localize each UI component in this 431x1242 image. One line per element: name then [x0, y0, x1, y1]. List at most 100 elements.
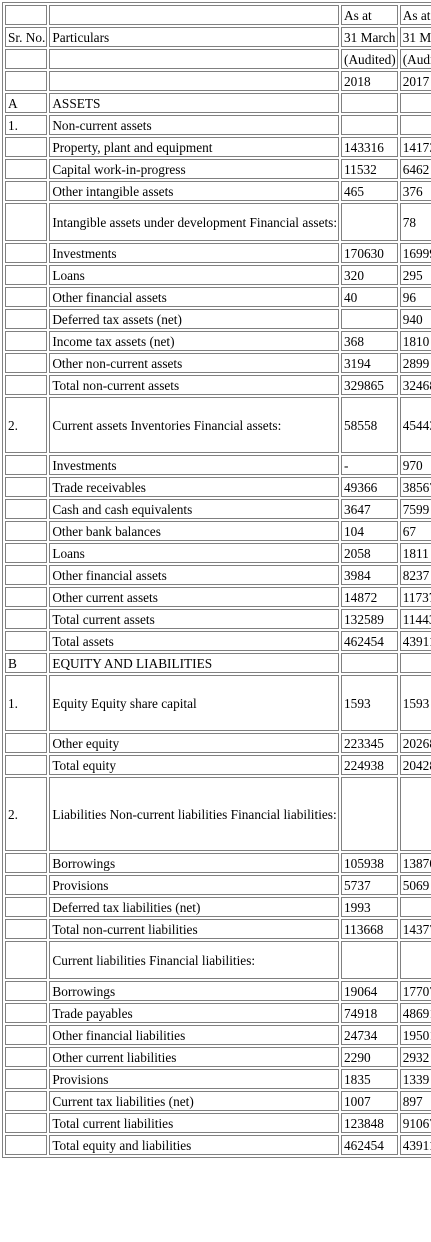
value-2018-cell	[341, 941, 398, 979]
particulars-cell: Trade payables	[49, 1003, 340, 1023]
value-2017-cell: 1811	[399, 543, 431, 563]
sr-no-cell	[5, 1091, 48, 1111]
value-2018-cell: 2058	[341, 543, 398, 563]
value-2018-cell	[341, 203, 398, 241]
value-2017-cell: 1593	[399, 675, 431, 731]
table-row: Current liabilities Financial liabilitie…	[5, 941, 431, 979]
value-2017-cell: 31 March	[399, 27, 431, 47]
value-2018-cell: (Audited)	[341, 49, 398, 69]
value-2018-cell: 143316	[341, 137, 398, 157]
particulars-cell: Deferred tax assets (net)	[49, 309, 340, 329]
particulars-cell: Loans	[49, 265, 340, 285]
header-row: 2018 2017	[5, 71, 431, 91]
particulars-cell: Capital work-in-progress	[49, 159, 340, 179]
sr-no-cell	[5, 565, 48, 585]
value-2018-cell: 1007	[341, 1091, 398, 1111]
sr-no-cell	[5, 265, 48, 285]
value-2017-cell: 11737	[399, 587, 431, 607]
value-2017-cell: 7599	[399, 499, 431, 519]
value-2017-cell: 114431	[399, 609, 431, 629]
value-2018-cell: 170630	[341, 243, 398, 263]
sr-no-cell: Sr. No.	[5, 27, 48, 47]
value-2017-cell: As at	[399, 5, 431, 25]
table-row: Other non-current assets 3194 2899	[5, 353, 431, 373]
value-2017-cell: 940	[399, 309, 431, 329]
value-2018-cell: 2018	[341, 71, 398, 91]
sr-no-cell	[5, 1025, 48, 1045]
particulars-cell: Borrowings	[49, 853, 340, 873]
sr-no-cell	[5, 587, 48, 607]
value-2017-cell: 96	[399, 287, 431, 307]
particulars-cell: Current liabilities Financial liabilitie…	[49, 941, 340, 979]
value-2017-cell: 2899	[399, 353, 431, 373]
table-row: 1. Equity Equity share capital 1593 1593	[5, 675, 431, 731]
table-row: Loans 320 295	[5, 265, 431, 285]
particulars-cell: Income tax assets (net)	[49, 331, 340, 351]
sr-no-cell	[5, 243, 48, 263]
particulars-cell: Other current liabilities	[49, 1047, 340, 1067]
sr-no-cell	[5, 455, 48, 475]
sr-no-cell	[5, 181, 48, 201]
table-row: Deferred tax assets (net) 940	[5, 309, 431, 329]
sr-no-cell: 1.	[5, 115, 48, 135]
value-2017-cell	[399, 941, 431, 979]
table-row: Total current assets132589114431	[5, 609, 431, 629]
table-row: Capital work-in-progress 11532 6462	[5, 159, 431, 179]
value-2018-cell	[341, 777, 398, 851]
sr-no-cell	[5, 981, 48, 1001]
table-row: Intangible assets under development Fina…	[5, 203, 431, 241]
header-row: (Audited)(Audited)	[5, 49, 431, 69]
sr-no-cell	[5, 631, 48, 651]
value-2017-cell: 17707	[399, 981, 431, 1001]
value-2018-cell: 132589	[341, 609, 398, 629]
particulars-cell: Total equity and liabilities	[49, 1135, 340, 1155]
table-row: Total equity224938204281	[5, 755, 431, 775]
sr-no-cell	[5, 755, 48, 775]
particulars-cell: Total assets	[49, 631, 340, 651]
value-2017-cell: 1810	[399, 331, 431, 351]
sr-no-cell	[5, 941, 48, 979]
sr-no-cell	[5, 1003, 48, 1023]
value-2018-cell: 49366	[341, 477, 398, 497]
value-2018-cell: 462454	[341, 1135, 398, 1155]
particulars-cell: Borrowings	[49, 981, 340, 1001]
table-row: 2. Current assets Inventories Financial a…	[5, 397, 431, 453]
sr-no-cell: 2.	[5, 777, 48, 851]
header-row: As at As at	[5, 5, 431, 25]
value-2018-cell	[341, 115, 398, 135]
sr-no-cell	[5, 853, 48, 873]
balance-sheet-body: As at As at Sr. No. Particulars 31 March 31 M…	[5, 5, 431, 1155]
particulars-cell: Loans	[49, 543, 340, 563]
value-2018-cell: 1835	[341, 1069, 398, 1089]
value-2017-cell: 38567	[399, 477, 431, 497]
value-2018-cell: 329865	[341, 375, 398, 395]
value-2018-cell: 14872	[341, 587, 398, 607]
table-row: Trade receivables4936638567	[5, 477, 431, 497]
table-row: Total equity and liabilities462454439119	[5, 1135, 431, 1155]
value-2017-cell	[399, 93, 431, 113]
value-2017-cell: 6462	[399, 159, 431, 179]
particulars-cell: ASSETS	[49, 93, 340, 113]
value-2017-cell: 78	[399, 203, 431, 241]
value-2018-cell: 3647	[341, 499, 398, 519]
value-2017-cell: 2017	[399, 71, 431, 91]
value-2018-cell: 368	[341, 331, 398, 351]
particulars-cell	[49, 5, 340, 25]
value-2017-cell	[399, 115, 431, 135]
value-2017-cell: 5069	[399, 875, 431, 895]
value-2018-cell: 1993	[341, 897, 398, 917]
particulars-cell: Equity Equity share capital	[49, 675, 340, 731]
particulars-cell: Investments	[49, 243, 340, 263]
particulars-cell: EQUITY AND LIABILITIES	[49, 653, 340, 673]
balance-sheet-table: As at As at Sr. No. Particulars 31 March 31 M…	[2, 2, 431, 1158]
value-2017-cell: 204281	[399, 755, 431, 775]
value-2017-cell: 324688	[399, 375, 431, 395]
particulars-cell: Property, plant and equipment	[49, 137, 340, 157]
table-row: Other equity223345202688	[5, 733, 431, 753]
particulars-cell: Total non-current liabilities	[49, 919, 340, 939]
sr-no-cell	[5, 287, 48, 307]
sr-no-cell: A	[5, 93, 48, 113]
particulars-cell: Total equity	[49, 755, 340, 775]
table-row: Deferred tax liabilities (net) 1993	[5, 897, 431, 917]
